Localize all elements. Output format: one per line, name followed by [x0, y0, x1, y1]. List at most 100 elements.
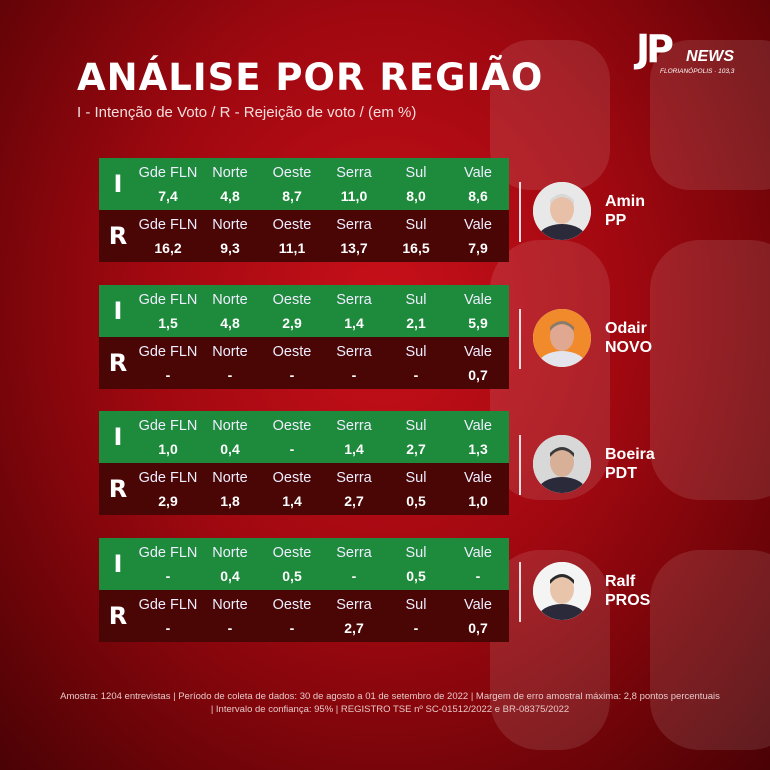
- region-header: Norte: [212, 291, 248, 308]
- candidate-party: PP: [605, 212, 627, 229]
- candidate-label: Odair NOVO: [519, 309, 699, 369]
- region-value: 0,4: [220, 440, 240, 457]
- candidate-name-block: Odair NOVO: [605, 319, 652, 357]
- region-cell: Sul -: [385, 337, 447, 389]
- region-header: Sul: [405, 291, 427, 308]
- row-letter: I: [113, 423, 123, 451]
- region-cell: Vale 1,3: [447, 411, 509, 463]
- row-letter: I: [113, 297, 123, 325]
- region-header: Sul: [405, 216, 427, 233]
- row-letter: I: [113, 550, 123, 578]
- region-value: 8,6: [468, 187, 488, 204]
- region-cell: Norte 4,8: [199, 285, 261, 337]
- region-cell: Gde FLN 2,9: [137, 463, 199, 515]
- region-header: Gde FLN: [138, 469, 198, 486]
- region-value: 2,7: [344, 492, 364, 509]
- region-cell: Oeste -: [261, 411, 323, 463]
- region-cell: Oeste -: [261, 337, 323, 389]
- region-value: 1,4: [282, 492, 302, 509]
- region-value: 13,7: [340, 239, 368, 256]
- region-header: Oeste: [272, 417, 312, 434]
- region-header: Serra: [336, 164, 372, 181]
- region-value: 1,4: [344, 440, 364, 457]
- region-cell: Vale -: [447, 538, 509, 590]
- region-cell: Oeste 2,9: [261, 285, 323, 337]
- region-value: -: [413, 366, 419, 383]
- region-cell: Sul 0,5: [385, 538, 447, 590]
- region-header: Norte: [212, 343, 248, 360]
- row-letter: R: [108, 349, 128, 377]
- region-cell: Vale 0,7: [447, 590, 509, 642]
- candidate-label: Amin PP: [519, 182, 699, 242]
- intention-row: I Gde FLN 7,4 Norte 4,8 Oeste 8,7 Serra 11,0 Sul 8…: [99, 158, 509, 210]
- region-cell: Oeste 1,4: [261, 463, 323, 515]
- region-cell: Serra 2,7: [323, 463, 385, 515]
- region-cell: Gde FLN 1,5: [137, 285, 199, 337]
- candidate-name-block: Ralf PROS: [605, 572, 650, 610]
- region-header: Oeste: [272, 469, 312, 486]
- region-header: Gde FLN: [138, 164, 198, 181]
- region-value: 2,1: [406, 314, 426, 331]
- candidate-label: Ralf PROS: [519, 562, 699, 622]
- region-value: 1,8: [220, 492, 240, 509]
- candidate-party: NOVO: [605, 339, 653, 356]
- region-value: -: [165, 567, 171, 584]
- candidate-photo: [533, 562, 591, 620]
- region-header: Serra: [336, 343, 372, 360]
- region-value: 1,3: [468, 440, 488, 457]
- region-cell: Serra 2,7: [323, 590, 385, 642]
- region-cell: Gde FLN 7,4: [137, 158, 199, 210]
- region-value: 2,7: [344, 619, 364, 636]
- region-value: 16,5: [402, 239, 430, 256]
- region-header: Serra: [336, 216, 372, 233]
- region-header: Serra: [336, 596, 372, 613]
- region-value: 1,0: [158, 440, 178, 457]
- region-value: -: [351, 567, 357, 584]
- candidate-table: I Gde FLN - Norte 0,4 Oeste 0,5 Serra - Sul 0,5 Val…: [99, 538, 509, 642]
- region-cell: Sul -: [385, 590, 447, 642]
- region-value: 0,4: [220, 567, 240, 584]
- region-header: Norte: [212, 216, 248, 233]
- region-header: Vale: [464, 216, 492, 233]
- region-header: Sul: [405, 469, 427, 486]
- candidate-name: Odair: [605, 320, 647, 337]
- region-value: -: [289, 619, 295, 636]
- region-header: Oeste: [272, 216, 312, 233]
- region-value: 4,8: [220, 314, 240, 331]
- region-value: -: [475, 567, 481, 584]
- region-header: Vale: [464, 596, 492, 613]
- region-cell: Oeste -: [261, 590, 323, 642]
- region-cell: Gde FLN 1,0: [137, 411, 199, 463]
- region-cell: Norte 4,8: [199, 158, 261, 210]
- region-header: Norte: [212, 164, 248, 181]
- row-letter: R: [108, 475, 128, 503]
- row-letter: R: [108, 222, 128, 250]
- region-header: Sul: [405, 417, 427, 434]
- region-cell: Norte 0,4: [199, 411, 261, 463]
- region-cell: Sul 8,0: [385, 158, 447, 210]
- region-cell: Serra -: [323, 538, 385, 590]
- region-value: 2,7: [406, 440, 426, 457]
- intention-row: I Gde FLN 1,5 Norte 4,8 Oeste 2,9 Serra 1,4 Sul 2,…: [99, 285, 509, 337]
- region-cell: Norte -: [199, 337, 261, 389]
- region-header: Vale: [464, 343, 492, 360]
- candidate-name: Ralf: [605, 573, 636, 590]
- rejection-row: R Gde FLN 2,9 Norte 1,8 Oeste 1,4 Serra 2,7 Sul 0,…: [99, 463, 509, 515]
- region-header: Gde FLN: [138, 417, 198, 434]
- region-cell: Gde FLN -: [137, 337, 199, 389]
- region-value: 0,5: [282, 567, 302, 584]
- row-letter: R: [108, 602, 128, 630]
- region-header: Serra: [336, 469, 372, 486]
- region-value: 0,7: [468, 366, 488, 383]
- candidate-party: PDT: [605, 465, 637, 482]
- region-cell: Serra 1,4: [323, 411, 385, 463]
- jp-news-logo: JP NEWS FLORIANÓPOLIS · 103,3: [636, 30, 740, 78]
- region-cell: Sul 2,7: [385, 411, 447, 463]
- region-header: Gde FLN: [138, 343, 198, 360]
- region-header: Gde FLN: [138, 544, 198, 561]
- rejection-row: R Gde FLN 16,2 Norte 9,3 Oeste 11,1 Serra 13,7 Su…: [99, 210, 509, 262]
- region-cell: Norte -: [199, 590, 261, 642]
- region-header: Serra: [336, 291, 372, 308]
- region-value: -: [413, 619, 419, 636]
- region-header: Vale: [464, 544, 492, 561]
